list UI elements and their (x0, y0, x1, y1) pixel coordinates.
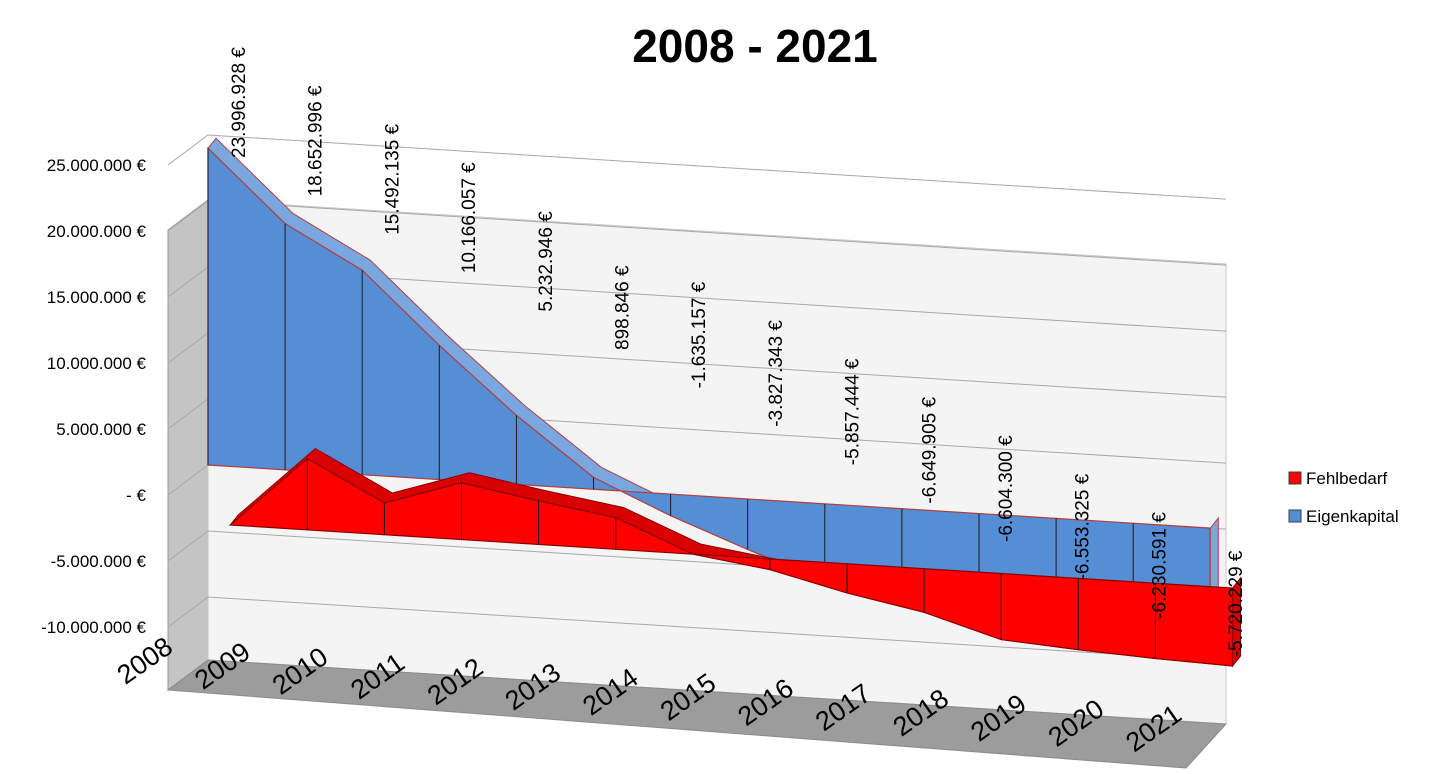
side-wall (167, 199, 209, 691)
y-tick-label: 5.000.000 € (56, 420, 146, 439)
data-labels: 23.996.928 € 18.652.996 € 15.492.135 € 10.1… (229, 47, 1247, 658)
legend-swatch-eigenkapital (1288, 509, 1302, 523)
data-label-2010: 15.492.135 € (382, 123, 403, 234)
fehlbedarf-end-cap (1232, 576, 1241, 668)
data-label-2013: 898.846 € (613, 265, 634, 350)
y-tick-label: - € (126, 486, 146, 505)
series-fehlbedarf (228, 447, 1242, 668)
data-label-2009: 18.652.996 € (306, 85, 327, 196)
legend-label-eigenkapital: Eigenkapital (1306, 507, 1399, 526)
series-eigenkapital (207, 137, 1220, 607)
floor (166, 659, 1228, 769)
y-tick-label: 25.000.000 € (47, 156, 147, 175)
data-label-2019: -6.553.325 € (1073, 473, 1094, 580)
y-tick-label: 20.000.000 € (47, 222, 147, 241)
y-tick-label: -5.000.000 € (51, 552, 147, 571)
y-tick-label: 15.000.000 € (47, 288, 147, 307)
data-label-2011: 10.166.057 € (459, 162, 480, 273)
legend: Fehlbedarf Eigenkapital (1288, 469, 1399, 526)
data-label-2014: -1.635.157 € (689, 281, 710, 388)
y-axis-labels: 25.000.000 € 20.000.000 € 15.000.000 € 10.0… (41, 156, 146, 637)
gridline (167, 596, 1227, 662)
data-label-2017: -6.649.905 € (919, 396, 940, 503)
data-label-2012: 5.232.946 € (536, 211, 557, 312)
data-label-2008: 23.996.928 € (229, 47, 250, 158)
y-tick-label: -10.000.000 € (41, 618, 146, 637)
data-label-2016: -5.857.444 € (843, 358, 864, 465)
legend-label-fehlbedarf: Fehlbedarf (1306, 469, 1388, 488)
data-label-2021: -5.720.229 € (1226, 550, 1247, 657)
data-label-2015: -3.827.343 € (766, 320, 787, 427)
data-label-2018: -6.604.300 € (996, 435, 1017, 542)
data-label-2020: -6.230.591 € (1149, 512, 1170, 619)
gridline (167, 134, 1227, 200)
fehlbedarf-area (228, 457, 1234, 667)
y-tick-label: 10.000.000 € (47, 354, 147, 373)
chart-title: 2008 - 2021 (632, 20, 878, 72)
legend-swatch-fehlbedarf (1288, 471, 1302, 485)
